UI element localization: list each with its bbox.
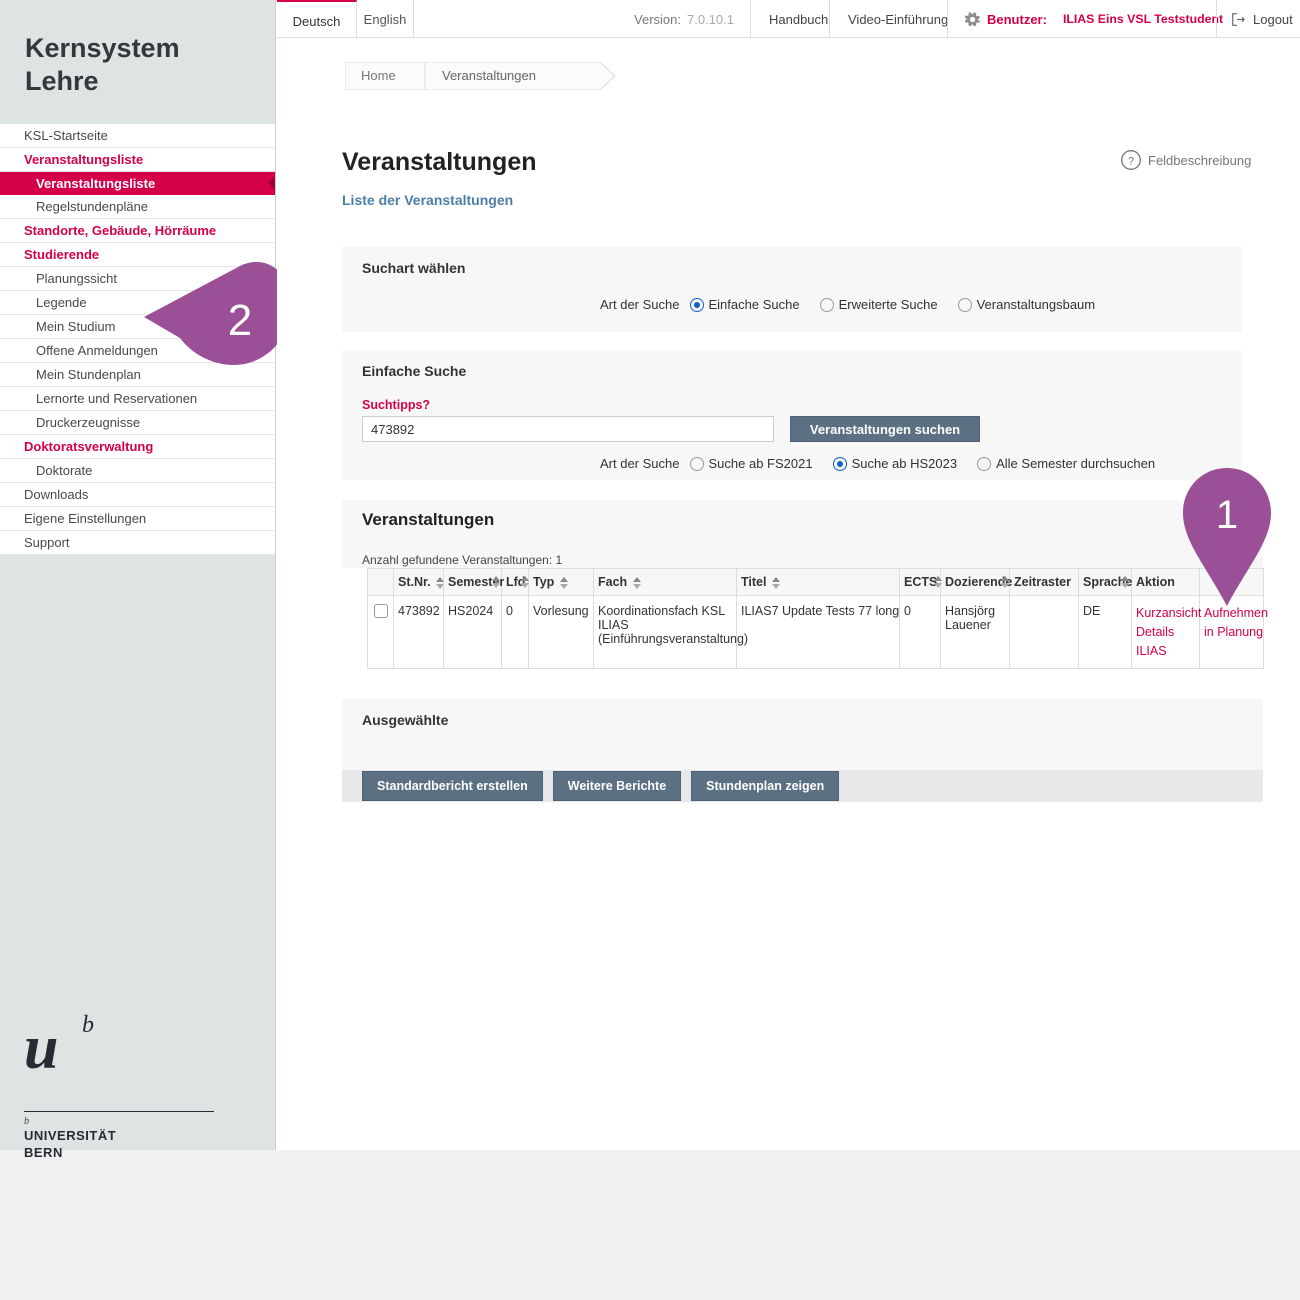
svg-text:b: b: [82, 1012, 94, 1038]
svg-text:?: ?: [1128, 156, 1134, 168]
svg-text:Veranstaltungen: Veranstaltungen: [442, 68, 536, 83]
svg-text:Home: Home: [361, 68, 396, 83]
svg-text:1: 1: [1216, 493, 1238, 537]
svg-text:2: 2: [228, 296, 252, 345]
svg-text:u: u: [24, 1014, 58, 1082]
